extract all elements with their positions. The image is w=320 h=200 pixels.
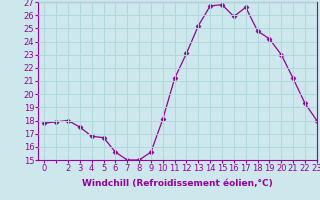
X-axis label: Windchill (Refroidissement éolien,°C): Windchill (Refroidissement éolien,°C): [82, 179, 273, 188]
